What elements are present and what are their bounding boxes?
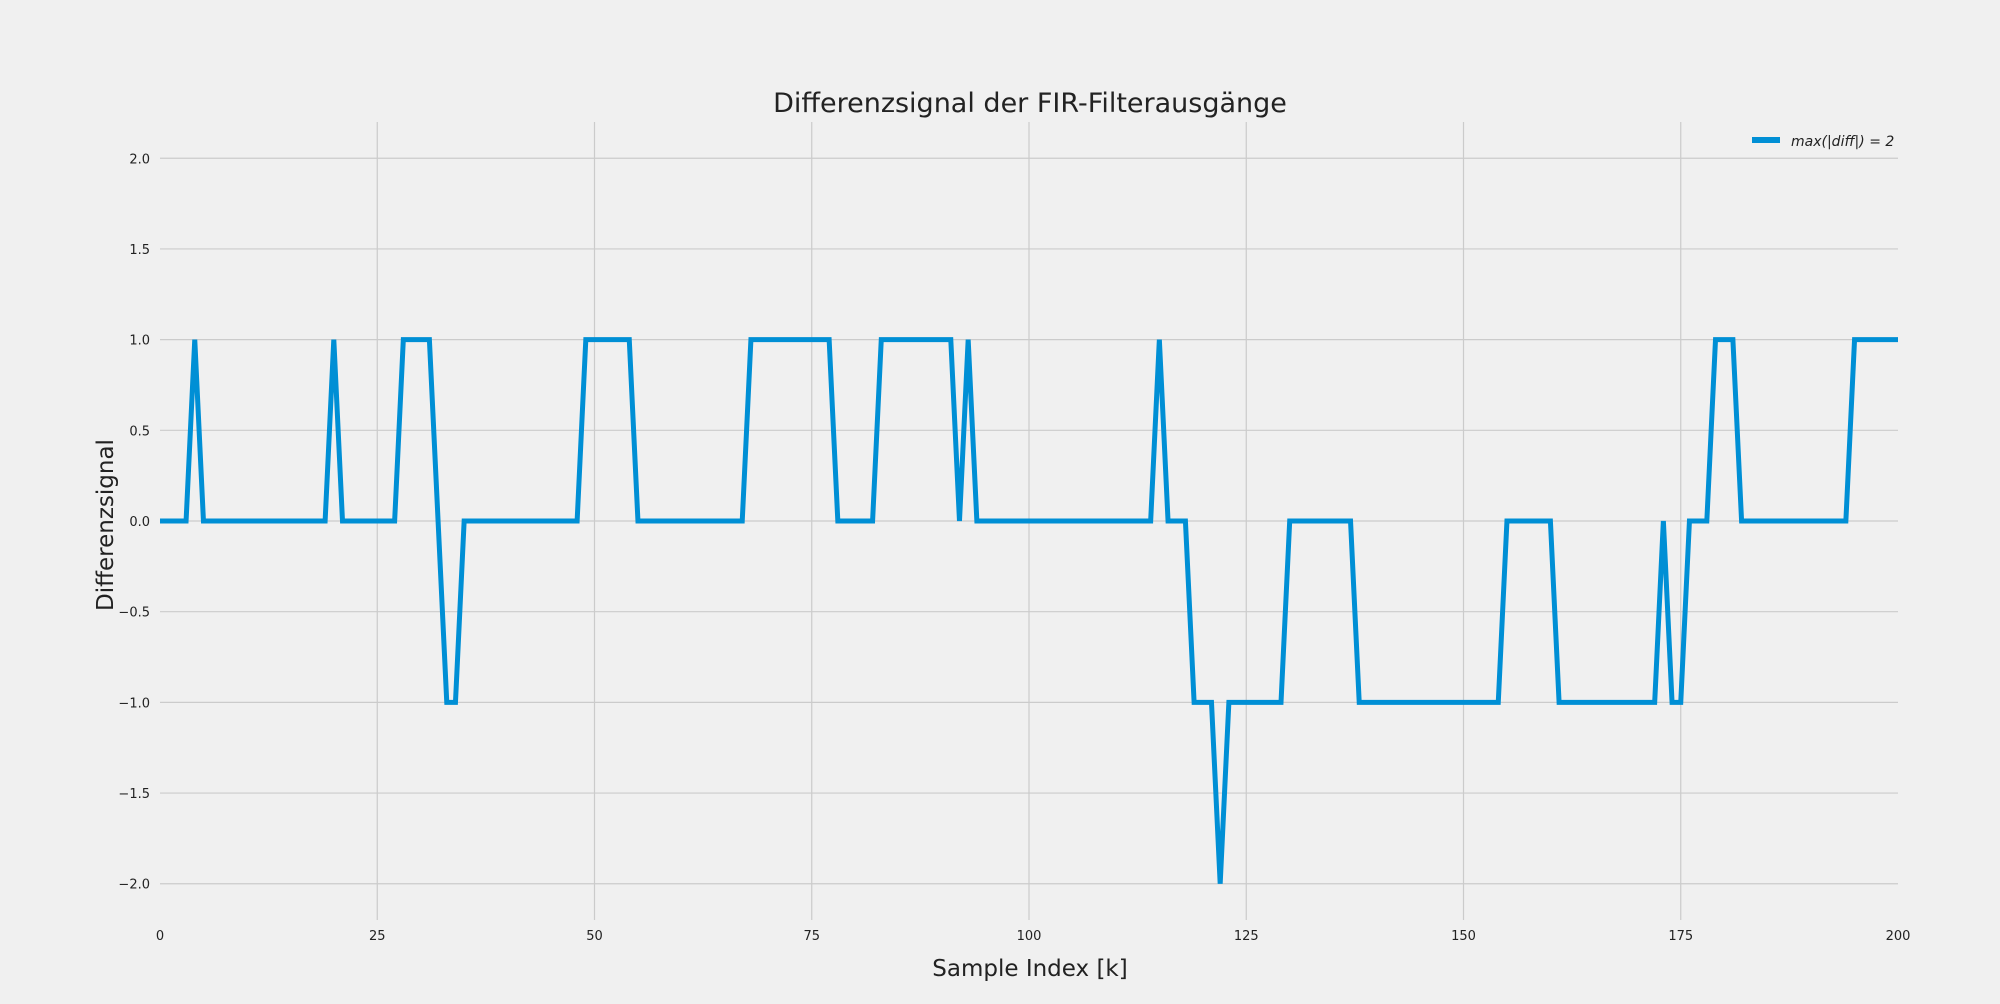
y-tick-label: −0.5 — [118, 606, 150, 621]
tick-labels: 0 25 50 75 100 125 150 175 200 −2.0 −1.5 −1.0 −0.5 0.… — [118, 152, 1910, 944]
y-tick-label: 2.0 — [129, 152, 150, 167]
x-tick-label: 175 — [1668, 929, 1693, 944]
y-tick-label: −1.5 — [118, 787, 150, 802]
series-layer — [160, 337, 1898, 884]
y-tick-label: 0.0 — [129, 515, 150, 530]
x-tick-label: 75 — [803, 929, 820, 944]
x-tick-label: 0 — [156, 929, 164, 944]
legend: max(|diff|) = 2 — [1752, 134, 1894, 150]
x-tick-label: 150 — [1451, 929, 1476, 944]
x-tick-label: 50 — [586, 929, 603, 944]
legend-label: max(|diff|) = 2 — [1791, 134, 1894, 150]
chart-title: Differenzsignal der FIR-Filterausgänge — [773, 88, 1287, 119]
y-tick-label: −1.0 — [118, 696, 150, 711]
y-tick-label: −2.0 — [118, 878, 150, 893]
x-tick-label: 200 — [1886, 929, 1911, 944]
x-tick-label: 25 — [369, 929, 386, 944]
x-tick-label: 125 — [1234, 929, 1259, 944]
y-axis-label: Differenzsignal — [93, 439, 119, 611]
y-tick-label: 0.5 — [129, 424, 150, 439]
y-tick-label: 1.0 — [129, 334, 150, 349]
x-tick-label: 100 — [1017, 929, 1042, 944]
series-line — [160, 337, 1898, 884]
y-tick-label: 1.5 — [129, 243, 150, 258]
x-axis-label: Sample Index [k] — [932, 956, 1127, 982]
